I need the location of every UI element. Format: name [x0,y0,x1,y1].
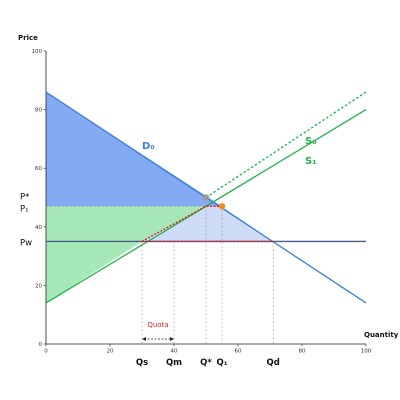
quantity-label-q1: Q₁ [217,358,228,368]
y-tick-label-60: 60 [35,166,42,172]
x-tick-label-60: 60 [235,349,242,355]
quota-arrow-right-head [170,337,174,341]
quota-rent-region [142,206,274,242]
x-tick-label-100: 100 [361,349,372,355]
x-axis-title: Quantity [364,331,399,339]
s0-label: S₀ [305,136,317,147]
series-S₀-line [205,91,367,199]
producer-surplus-region [46,206,206,303]
price-label-p-star: P* [20,193,29,203]
price-label-pw: Pw [20,238,32,248]
y-axis-title: Price [18,34,38,42]
quantity-label-qd: Qd [267,358,280,368]
price-label-p1: P₁ [20,204,29,214]
quantity-label-qm: Qm [166,358,182,368]
equilibrium-point-2 [218,203,226,210]
quantity-label-qs: Qs [136,358,148,368]
s1-label: S₁ [305,156,317,167]
x-tick-label-40: 40 [171,349,178,355]
demand-label: D₀ [142,141,155,152]
plot-area: 0 20 40 60 80 100 0 20 40 60 80 100 D₀ S₀ S₁ P*P₁ Pw Qs Qm… [20,49,372,368]
quota-arrow-left-head [142,337,146,341]
x-tick-label-80: 80 [299,349,306,355]
equilibrium-point-1 [202,194,210,201]
quota-label: Quota [147,321,168,329]
consumer-surplus-region [46,92,222,207]
y-tick-label-20: 20 [35,283,42,289]
quantity-label-q-star: Q* [200,358,212,368]
y-tick-label-0: 0 [39,342,43,348]
x-tick-label-0: 0 [44,349,48,355]
series-S₁-line [45,109,367,304]
y-tick-label-40: 40 [35,225,42,231]
y-tick-label-100: 100 [32,49,43,55]
y-tick-label-80: 80 [35,108,42,114]
x-tick-label-20: 20 [107,349,114,355]
